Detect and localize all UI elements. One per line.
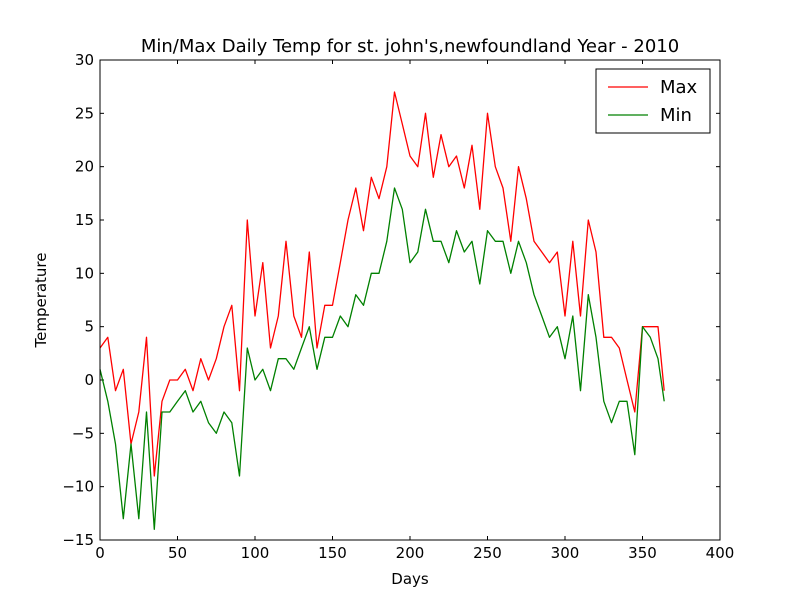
x-axis-label: Days [391, 570, 429, 588]
x-tick-label: 50 [168, 544, 187, 562]
y-tick-label: 5 [84, 318, 94, 336]
plot-frame [99, 59, 721, 541]
legend-label-max: Max [660, 77, 698, 98]
x-tick-label: 350 [628, 544, 657, 562]
y-tick-label: 25 [75, 104, 94, 122]
series-line-min [99, 187, 665, 530]
y-tick-label: −10 [62, 478, 94, 496]
y-axis-label: Temperature [32, 252, 50, 348]
series-line-max [99, 91, 665, 477]
x-tick-label: 250 [473, 544, 502, 562]
chart-title: Min/Max Daily Temp for st. john's,newfou… [141, 36, 679, 57]
legend-box [595, 68, 711, 134]
y-tick-label: −5 [72, 424, 94, 442]
x-tick-label: 300 [551, 544, 580, 562]
legend-label-min: Min [660, 105, 692, 126]
x-tick-label: 200 [396, 544, 425, 562]
y-tick-label: 10 [75, 264, 94, 282]
x-tick-label: 0 [95, 544, 105, 562]
x-tick-label: 100 [241, 544, 270, 562]
axis-ticks: 0 50 100 150 200 250 300 350 400 −15 −10 −5 0 5 10 15 20… [62, 51, 734, 562]
x-tick-label: 150 [318, 544, 347, 562]
y-tick-label: −15 [62, 531, 94, 549]
y-tick-label: 20 [75, 158, 94, 176]
legend: Max Min [595, 68, 711, 134]
x-tick-label: 400 [706, 544, 735, 562]
y-tick-label: 0 [84, 371, 94, 389]
series-layer [99, 91, 665, 530]
y-tick-label: 15 [75, 211, 94, 229]
y-tick-label: 30 [75, 51, 94, 69]
